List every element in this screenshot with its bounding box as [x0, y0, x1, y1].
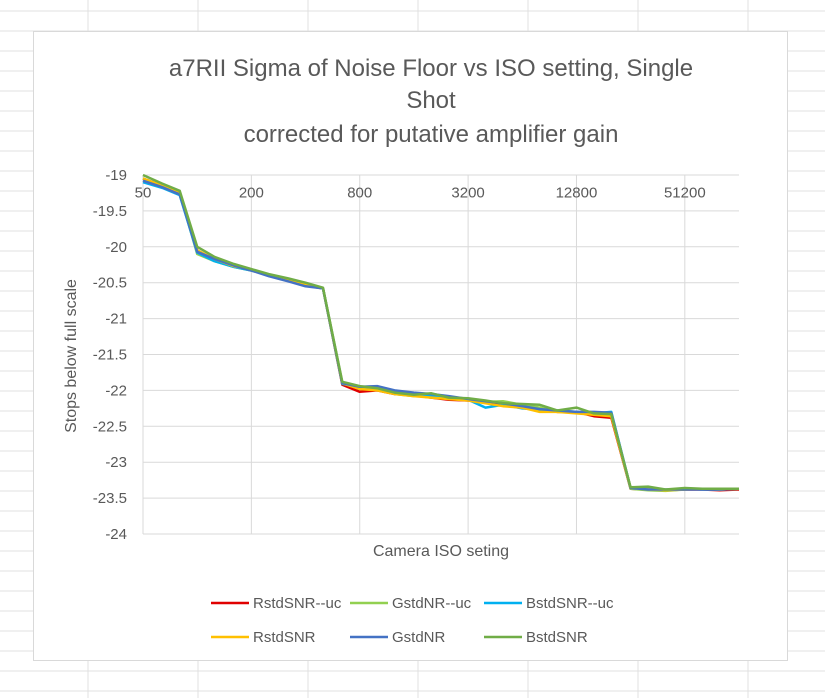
x-tick-label: 50: [135, 184, 152, 201]
y-tick-label: -22.5: [93, 418, 127, 435]
legend: RstdSNR--uc GstdNR--uc BstdSNR--uc RstdSNR G…: [211, 595, 614, 646]
y-tick-label: -21: [105, 311, 127, 328]
y-tick-label: -23: [105, 454, 127, 471]
y-tick-label: -20.5: [93, 275, 127, 292]
y-tick-label: -21.5: [93, 347, 127, 364]
y-tick-label: -23.5: [93, 490, 127, 507]
chart-area[interactable]: a7RII Sigma of Noise Floor vs ISO settin…: [33, 31, 788, 661]
y-axis-ticks: -19 -19.5 -20 -20.5 -21 -21.5 -22 -22.5 -23 -23.5…: [93, 167, 127, 543]
gridlines: [142, 174, 739, 535]
x-axis-title: Camera ISO seting: [373, 543, 509, 560]
chart-title-line-1: a7RII Sigma of Noise Floor vs ISO settin…: [169, 55, 693, 82]
line-chart: a7RII Sigma of Noise Floor vs ISO settin…: [63, 55, 740, 646]
x-tick-label: 51200: [664, 184, 706, 201]
x-tick-label: 3200: [451, 184, 484, 201]
legend-label: BstdSNR: [526, 629, 588, 646]
y-tick-label: -19.5: [93, 203, 127, 220]
chart-title-line-3: corrected for putative amplifier gain: [244, 121, 619, 148]
series-line-rstdsnr: [142, 177, 740, 492]
legend-label: GstdNR: [392, 629, 446, 646]
x-tick-label: 800: [347, 184, 372, 201]
series-line-bstdsnr: [142, 173, 739, 491]
chart-title-line-2: Shot: [406, 87, 456, 114]
x-tick-label: 200: [239, 184, 264, 201]
plot-series: [142, 173, 740, 493]
x-tick-label: 12800: [556, 184, 598, 201]
series-line-gstdnr: [142, 179, 740, 491]
legend-label: BstdSNR--uc: [526, 595, 614, 612]
series-line-rstdsnr-uc: [142, 177, 740, 492]
y-tick-label: -22: [105, 382, 127, 399]
legend-label: RstdSNR: [253, 629, 316, 646]
x-axis-ticks: 50 200 800 3200 12800 51200: [135, 184, 706, 201]
legend-label: GstdNR--uc: [392, 595, 472, 612]
y-axis-title: Stops below full scale: [63, 279, 80, 433]
legend-label: RstdSNR--uc: [253, 595, 342, 612]
series-line-gstdnr-uc: [142, 177, 740, 493]
y-tick-label: -20: [105, 239, 127, 256]
y-tick-label: -24: [105, 526, 127, 543]
series-line-bstdsnr-uc: [142, 181, 740, 492]
y-tick-label: -19: [105, 167, 127, 184]
